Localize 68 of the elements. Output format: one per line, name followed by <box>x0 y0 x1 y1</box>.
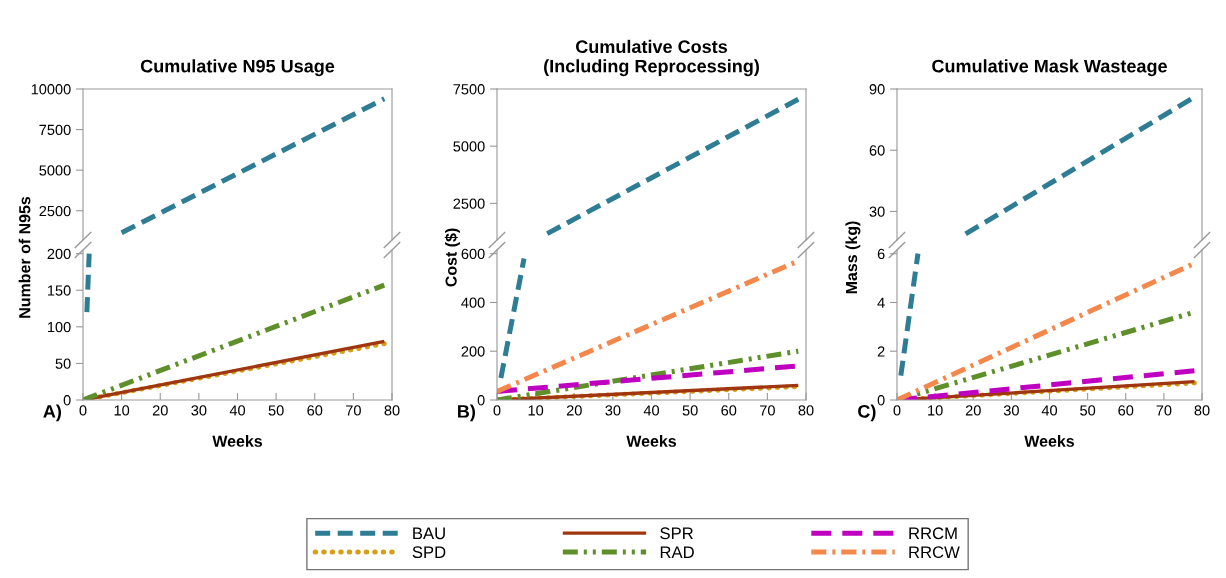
x-tick-label: 20 <box>152 405 168 416</box>
text: A) <box>43 404 61 422</box>
y-tick-label: 4 <box>877 297 885 308</box>
x-tick-label: 50 <box>268 405 284 416</box>
x-tick-label: 60 <box>721 405 737 416</box>
x-tick-label: 60 <box>1118 405 1134 416</box>
legend-label: RRCW <box>909 546 960 559</box>
x-tick-label: 70 <box>760 405 775 416</box>
x-axis-title: Weeks <box>212 435 263 447</box>
x-tick-label: 50 <box>1080 405 1096 416</box>
x-tick-label: 60 <box>307 405 323 416</box>
y-tick-label: 10000 <box>31 84 71 95</box>
x-tick-label: 70 <box>346 405 361 416</box>
x-tick-label: 40 <box>1041 405 1058 416</box>
x-axis-title: Weeks <box>1024 435 1075 447</box>
y-tick-label: 6 <box>877 248 885 260</box>
x-tick-label: 10 <box>528 405 544 416</box>
x-tick-label: 30 <box>191 405 207 416</box>
y-tick-label: 200 <box>461 346 485 357</box>
legend-label: SPD <box>412 546 446 559</box>
x-tick-label: 20 <box>965 405 981 416</box>
y-tick-label: 2500 <box>39 205 71 217</box>
x-tick-label: 80 <box>798 405 814 416</box>
y-tick-label: 0 <box>477 395 485 406</box>
legend-label: RAD <box>660 546 694 558</box>
legend-label: RRCM <box>909 527 957 540</box>
x-tick-label: 40 <box>643 405 660 416</box>
text: C) <box>858 404 876 422</box>
x-tick-label: 0 <box>79 405 87 416</box>
x-tick-label: 20 <box>566 405 582 416</box>
y-tick-label: 200 <box>47 248 71 260</box>
y-tick-label: 600 <box>461 248 485 260</box>
x-tick-label: 30 <box>605 405 621 416</box>
x-tick-label: 70 <box>1156 405 1172 416</box>
y-tick-label: 90 <box>869 84 885 95</box>
x-tick-label: 10 <box>928 405 943 416</box>
x-tick-label: 0 <box>893 405 901 416</box>
x-tick-label: 80 <box>1194 405 1210 416</box>
x-tick-label: 50 <box>682 405 698 416</box>
chart-title: Cumulative N95 Usage <box>140 59 335 77</box>
chart-title: Cumulative Costs (Including Reprocessing) <box>544 39 759 77</box>
y-tick-label: 30 <box>869 206 885 217</box>
y-axis-title: Cost ($) <box>444 228 460 287</box>
y-tick-label: 60 <box>869 145 885 156</box>
y-tick-label: 0 <box>63 395 71 406</box>
text: B) <box>458 404 475 422</box>
x-tick-label: 40 <box>229 405 246 416</box>
x-tick-label: 80 <box>384 405 400 416</box>
legend-label: SPR <box>660 527 693 540</box>
y-tick-label: 7500 <box>453 84 485 95</box>
y-tick-label: 2500 <box>453 198 485 209</box>
legend-label: BAU <box>413 527 445 540</box>
chart-title: Cumulative Mask Wasteage <box>932 59 1167 77</box>
y-tick-label: 400 <box>461 297 485 308</box>
x-tick-label: 30 <box>1003 405 1019 416</box>
x-tick-label: 10 <box>114 405 130 416</box>
x-tick-label: 0 <box>493 405 501 416</box>
y-tick-label: 5000 <box>453 141 485 152</box>
y-tick-label: 100 <box>47 321 71 333</box>
y-tick-label: 2 <box>877 346 885 357</box>
y-axis-title: Number of N95s <box>18 196 31 318</box>
y-tick-label: 150 <box>47 285 71 296</box>
y-tick-label: 5000 <box>39 165 71 176</box>
y-tick-label: 7500 <box>39 124 71 136</box>
y-axis-title: Mass (kg) <box>845 221 861 294</box>
x-axis-title: Weeks <box>626 435 677 447</box>
y-tick-label: 0 <box>877 395 885 406</box>
y-tick-label: 50 <box>55 358 71 369</box>
